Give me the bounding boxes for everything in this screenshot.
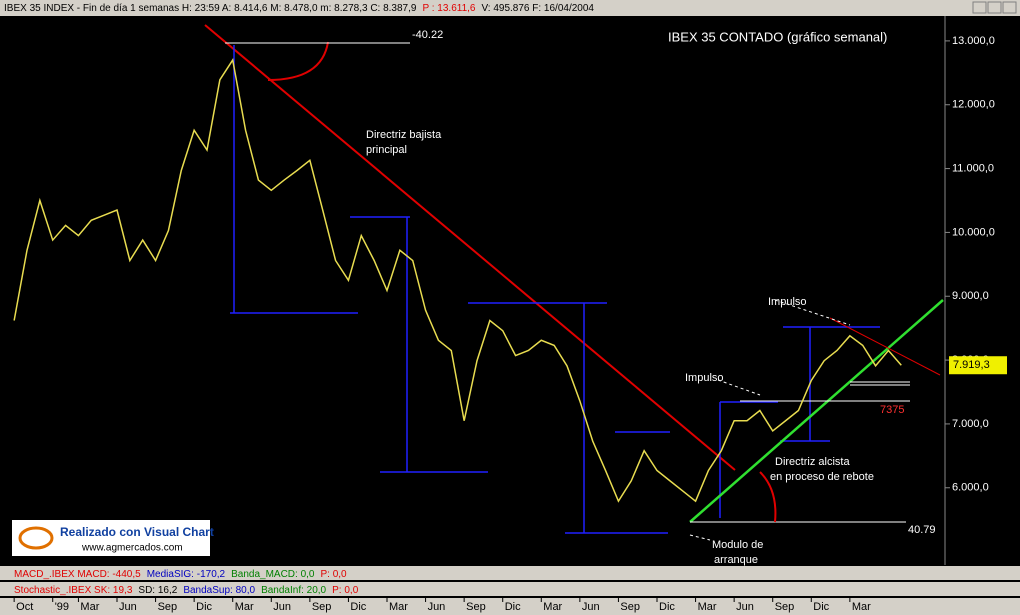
- stoch-text: P: 0,0: [332, 585, 359, 596]
- last-price-label: 7.919,3: [953, 359, 990, 371]
- x-tick-label: Dic: [196, 601, 212, 613]
- macd-text: MediaSIG: -170,2: [147, 569, 226, 580]
- logo-box: [12, 520, 210, 556]
- stoch-bar: [0, 582, 1020, 596]
- y-tick-label: 13.000,0: [952, 35, 995, 47]
- annotation: principal: [366, 144, 407, 156]
- stoch-text: Stochastic_.IBEX SK: 19,3: [14, 585, 133, 596]
- x-tick-label: Mar: [852, 601, 871, 613]
- header-vol: V: 495.876 F: 16/04/2004: [481, 3, 594, 14]
- level-line: [850, 381, 910, 386]
- y-tick-label: 6.000,0: [952, 482, 989, 494]
- logo: Realizado con Visual Chart www.agmercado…: [12, 520, 214, 556]
- x-tick-label: Sep: [466, 601, 486, 613]
- price-line: [13, 58, 902, 503]
- x-tick-label: Jun: [428, 601, 446, 613]
- annotation: 7375: [880, 404, 904, 416]
- x-tick-label: Mar: [80, 601, 99, 613]
- x-tick-label: Dic: [659, 601, 675, 613]
- x-tick-label: Sep: [158, 601, 178, 613]
- macd-text: MACD_.IBEX MACD: -440,5: [14, 569, 141, 580]
- x-tick-label: Oct: [16, 601, 33, 613]
- annotation: -40.22: [412, 29, 443, 41]
- macd-info: MACD_.IBEX MACD: -440,5 MediaSIG: -170,2 B…: [14, 569, 347, 580]
- x-tick-label: Mar: [389, 601, 408, 613]
- x-tick-label: Mar: [698, 601, 717, 613]
- x-tick-label: Jun: [273, 601, 291, 613]
- resistance-line: [829, 317, 941, 376]
- header-info: IBEX 35 INDEX - Fin de día 1 semanas H: …: [4, 3, 417, 14]
- arc: [759, 471, 777, 523]
- logo-url: www.agmercados.com: [81, 543, 183, 554]
- window-buttons: [972, 1, 1017, 14]
- annotation: Directriz alcista: [775, 456, 850, 468]
- annotation: Directriz bajista: [366, 129, 442, 141]
- annotation: 40.79: [908, 524, 936, 536]
- pointer: [689, 299, 851, 541]
- y-tick-label: 7.000,0: [952, 418, 989, 430]
- x-tick-label: Sep: [620, 601, 640, 613]
- header-bar: [0, 0, 1020, 16]
- last-price-box: [949, 356, 1007, 375]
- close[interactable]: [1002, 1, 1017, 14]
- x-tick-label: Sep: [775, 601, 795, 613]
- x-tick-label: '99: [55, 601, 69, 613]
- x-tick-label: Mar: [543, 601, 562, 613]
- y-tick-label: 9.000,0: [952, 290, 989, 302]
- x-tick-label: Jun: [119, 601, 137, 613]
- x-tick-label: Dic: [505, 601, 521, 613]
- stoch-text: BandaSup: 80,0: [183, 585, 255, 596]
- downtrend-line: [204, 24, 736, 471]
- arc: [267, 41, 329, 81]
- chart-title: IBEX 35 CONTADO (gráfico semanal): [668, 29, 887, 44]
- macd-bar: [0, 566, 1020, 580]
- x-axis-bar: [0, 598, 1020, 615]
- annotation: Impulso: [685, 372, 724, 384]
- annotation: arranque: [714, 554, 758, 566]
- uptrend-line: [689, 299, 944, 523]
- logo-text: Realizado con Visual Chart: [60, 525, 214, 539]
- x-tick-label: Jun: [582, 601, 600, 613]
- stoch-text: BandaInf: 20,0: [261, 585, 326, 596]
- y-tick-label: 12.000,0: [952, 99, 995, 111]
- stoch-text: SD: 16,2: [138, 585, 177, 596]
- y-tick-label: 11.000,0: [952, 162, 994, 174]
- y-tick-label: 10.000,0: [952, 226, 995, 238]
- stoch-info: Stochastic_.IBEX SK: 19,3 SD: 16,2 BandaSu…: [14, 585, 359, 596]
- x-tick-label: Sep: [312, 601, 332, 613]
- header-p: P : 13.611,6: [422, 3, 475, 14]
- header: IBEX 35 INDEX - Fin de día 1 semanas H: …: [4, 3, 594, 14]
- x-tick-label: Mar: [235, 601, 254, 613]
- macd-text: P: 0,0: [320, 569, 347, 580]
- x-tick-label: Dic: [350, 601, 366, 613]
- x-tick-label: Dic: [813, 601, 829, 613]
- minimize[interactable]: [972, 1, 987, 14]
- maximize[interactable]: [987, 1, 1002, 14]
- x-tick-label: Jun: [736, 601, 754, 613]
- annotation: Modulo de: [712, 539, 763, 551]
- annotation: Impulso: [768, 296, 807, 308]
- logo-icon: [18, 526, 54, 550]
- macd-text: Banda_MACD: 0,0: [231, 569, 315, 580]
- annotation: en proceso de rebote: [770, 471, 874, 483]
